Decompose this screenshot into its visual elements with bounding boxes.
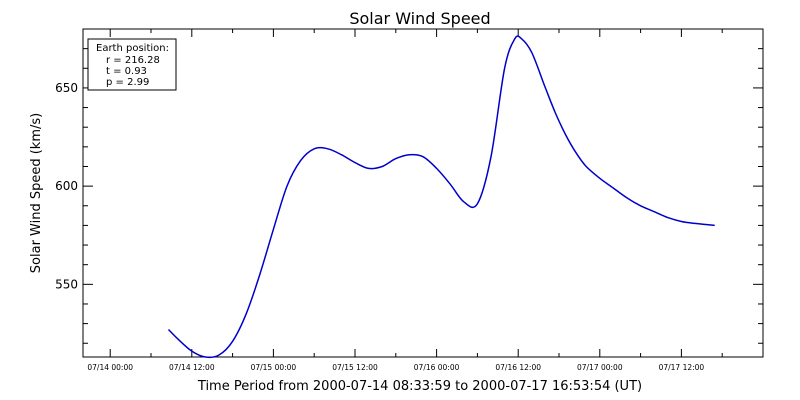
y-tick-label: 650 [55,81,78,95]
earth-position-box: Earth position: r = 216.28 t = 0.93 p = … [87,38,177,91]
chart-title: Solar Wind Speed [349,9,490,28]
x-axis-label: Time Period from 2000-07-14 08:33:59 to … [197,379,642,394]
info-box-frame [87,38,177,91]
info-p: p = 2.99 [106,77,149,88]
y-axis-label: Solar Wind Speed (km/s) [29,113,44,273]
x-tick-label: 07/14 12:00 [169,363,215,372]
info-t: t = 0.93 [106,66,147,77]
x-tick-label: 07/14 00:00 [87,363,133,372]
y-tick-label: 600 [55,179,78,193]
series-line [167,35,715,359]
y-tick-label: 550 [55,277,78,291]
plot-frame [82,28,764,358]
x-tick-label: 07/17 12:00 [659,363,705,372]
x-tick-label: 07/16 00:00 [414,363,460,372]
y-axis: 550 600 650 [55,28,763,344]
x-tick-label: 07/16 12:00 [495,363,541,372]
x-tick-label: 07/17 00:00 [577,363,623,372]
x-tick-label: 07/15 12:00 [332,363,378,372]
x-axis: 07/14 00:00 07/14 12:00 07/15 00:00 07/15 1… [87,29,764,372]
info-heading: Earth position: [96,43,169,54]
info-r: r = 216.28 [106,55,160,66]
x-tick-label: 07/15 00:00 [251,363,297,372]
